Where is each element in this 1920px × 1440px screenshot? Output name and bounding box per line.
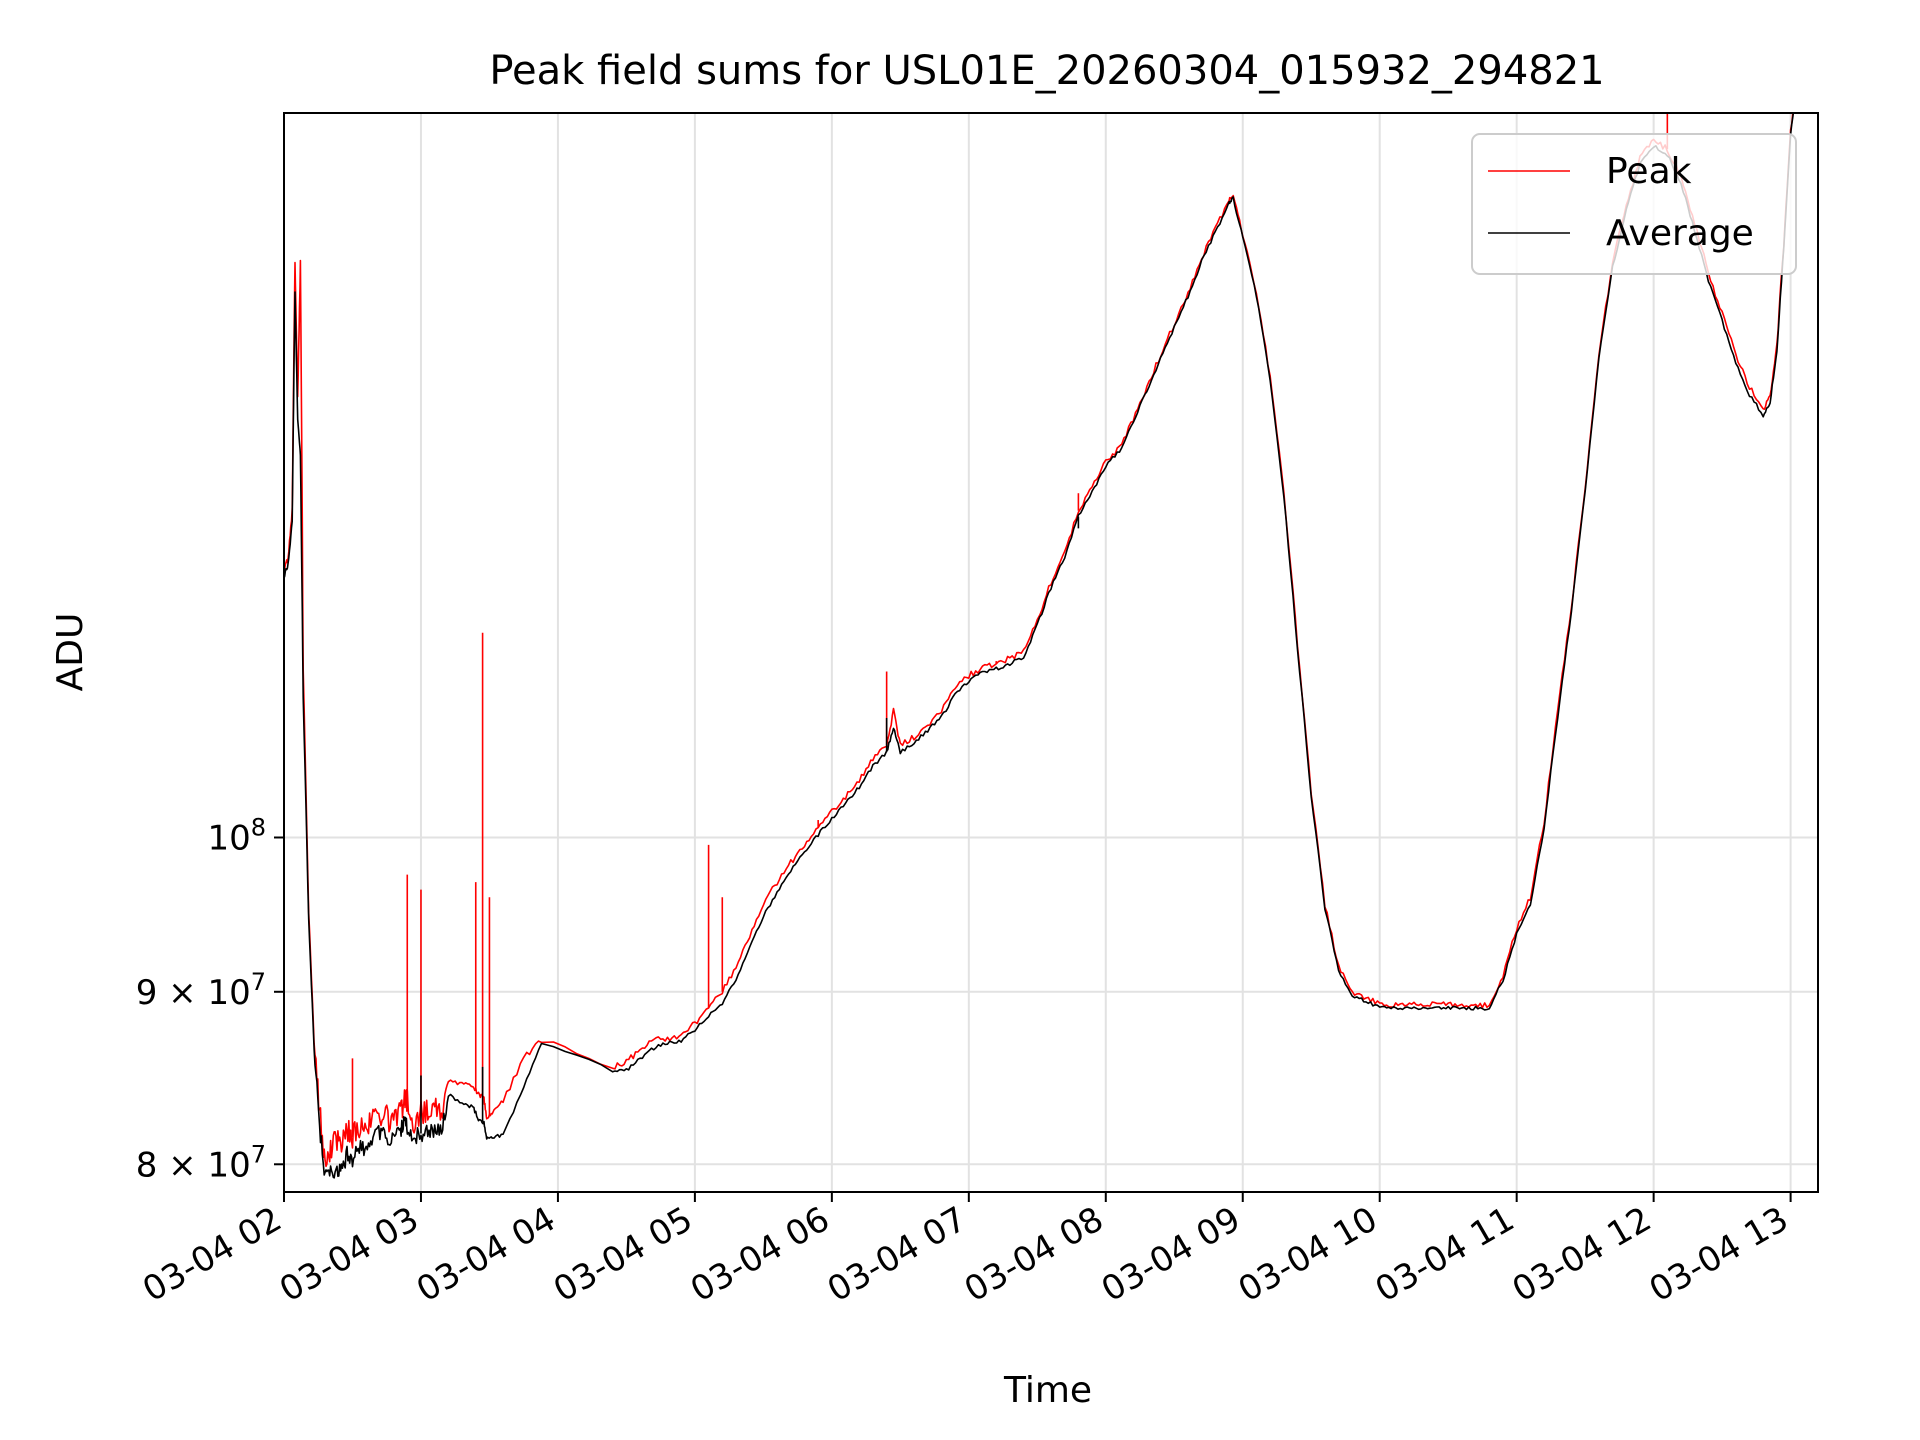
legend-label-average: Average bbox=[1606, 213, 1754, 254]
plot-area-frame bbox=[283, 112, 1819, 1193]
y-axis-label: ADU bbox=[50, 613, 91, 692]
legend-box bbox=[1471, 133, 1797, 275]
series-layer bbox=[284, 113, 1795, 1179]
y-tick-label: 108 bbox=[207, 813, 266, 858]
grid-layer bbox=[283, 113, 1818, 1192]
y-tick-label: 9 × 107 bbox=[136, 968, 266, 1013]
y-tick-label: 8 × 107 bbox=[136, 1140, 266, 1185]
x-axis-label: Time bbox=[1003, 1370, 1092, 1411]
chart-title: Peak field sums for USL01E_20260304_0159… bbox=[489, 48, 1604, 94]
series-line-average bbox=[284, 113, 1795, 1179]
legend-label-peak: Peak bbox=[1606, 151, 1692, 192]
legend: Peak Average bbox=[1471, 133, 1797, 275]
